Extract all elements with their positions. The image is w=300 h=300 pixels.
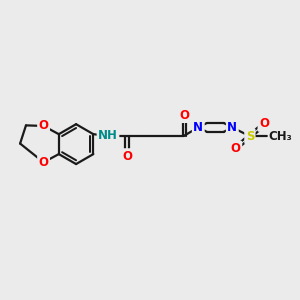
Text: O: O bbox=[122, 150, 132, 163]
Text: N: N bbox=[193, 121, 203, 134]
Text: O: O bbox=[231, 142, 241, 155]
Text: O: O bbox=[179, 109, 189, 122]
Text: NH: NH bbox=[98, 129, 118, 142]
Text: O: O bbox=[39, 119, 49, 133]
Text: S: S bbox=[246, 130, 254, 143]
Text: O: O bbox=[39, 156, 49, 169]
Text: N: N bbox=[227, 121, 237, 134]
Text: CH₃: CH₃ bbox=[268, 130, 292, 143]
Text: O: O bbox=[259, 117, 269, 130]
